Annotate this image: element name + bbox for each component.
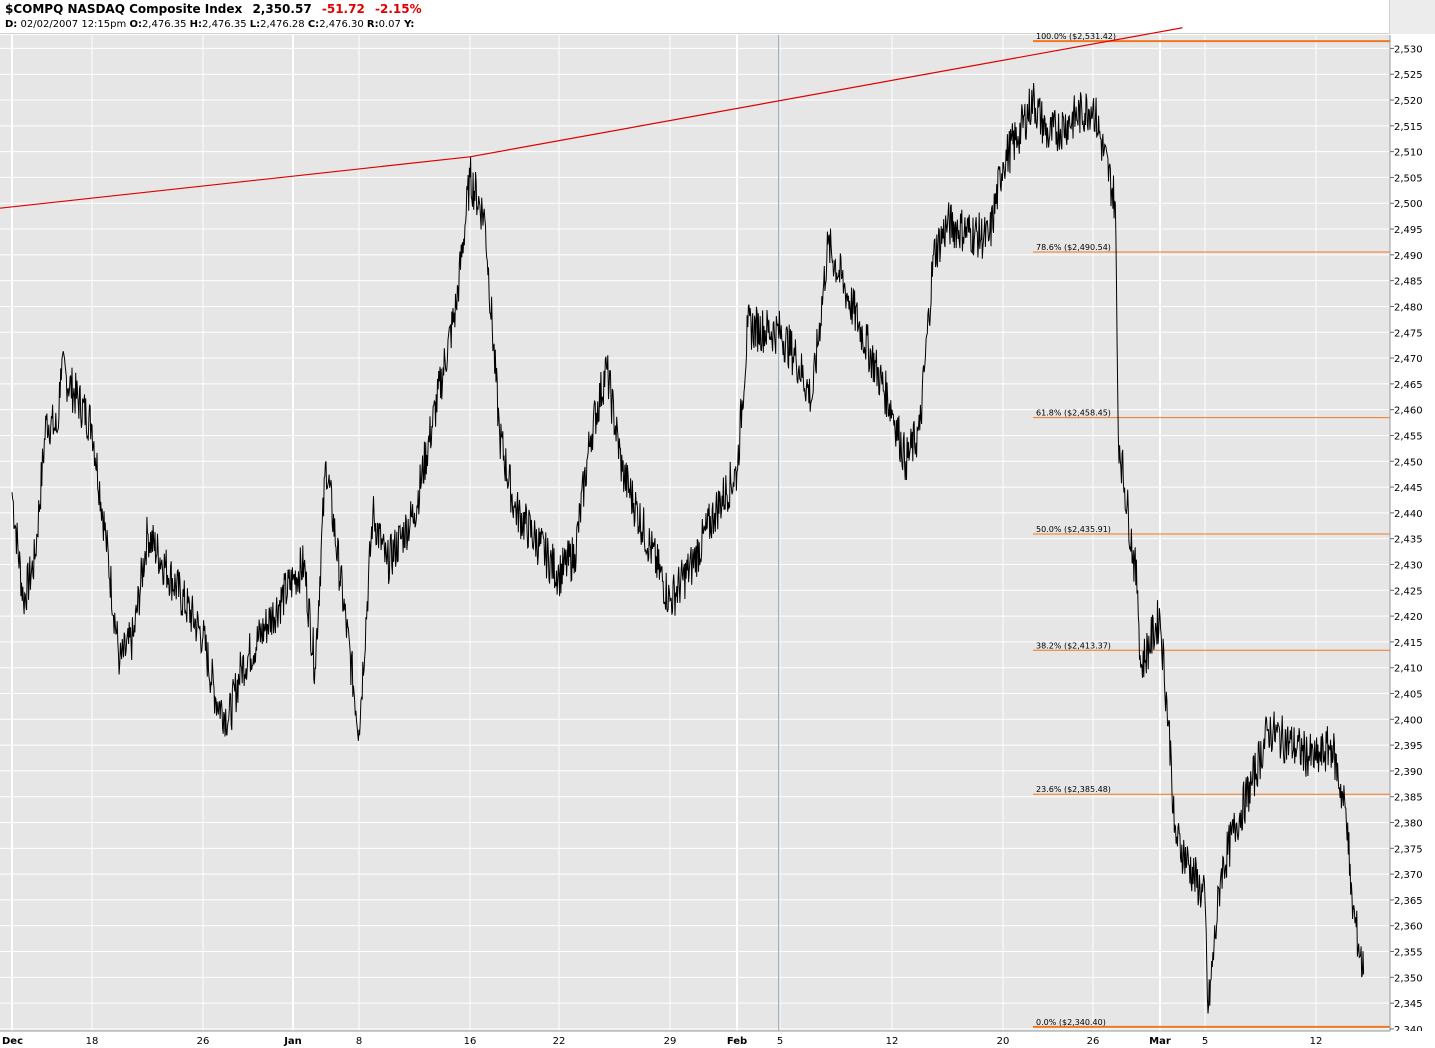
x-tick-label: Mar bbox=[1149, 1036, 1171, 1047]
y-axis: 2,340 2,345 2,350 2,355 2,360 2,365 2,370 2,375… bbox=[1389, 35, 1435, 1036]
y-tick-label: 2,475 bbox=[1394, 328, 1423, 339]
cursor-date: 02/02/2007 bbox=[20, 19, 79, 30]
x-tick-label: 8 bbox=[356, 1036, 362, 1047]
close-value: 2,476.30 bbox=[319, 19, 364, 30]
y-tick-label: 2,465 bbox=[1394, 380, 1423, 391]
fib-level-label: 23.6% ($2,385.48) bbox=[1036, 785, 1111, 794]
y-tick-label: 2,410 bbox=[1394, 664, 1423, 675]
fib-level-label: 38.2% ($2,413.37) bbox=[1036, 641, 1111, 650]
y-tick-label: 2,525 bbox=[1394, 70, 1423, 81]
x-tick-label: 5 bbox=[777, 1036, 783, 1047]
x-tick-label: Jan bbox=[283, 1036, 302, 1047]
plot-area[interactable] bbox=[0, 35, 1390, 1031]
range-label: R: bbox=[366, 19, 379, 30]
price-line bbox=[11, 82, 1365, 1014]
x-tick-label: 29 bbox=[664, 1036, 677, 1047]
cursor-time: 12:15pm bbox=[81, 19, 127, 30]
y-axis-strip bbox=[1390, 35, 1435, 1031]
fib-level-label: 50.0% ($2,435.91) bbox=[1036, 525, 1111, 534]
y-tick-label: 2,370 bbox=[1394, 870, 1423, 881]
y-tick-label: 2,490 bbox=[1394, 251, 1423, 262]
y-tick-label: 2,355 bbox=[1394, 948, 1423, 959]
y-tick-label: 2,375 bbox=[1394, 844, 1423, 855]
y-tick-label: 2,520 bbox=[1394, 96, 1423, 107]
symbol: $COMPQ bbox=[5, 2, 64, 16]
y-tick-label: 2,485 bbox=[1394, 277, 1423, 288]
y-tick-label: 2,350 bbox=[1394, 973, 1423, 984]
y-tick-label: 2,425 bbox=[1394, 586, 1423, 597]
y-tick-label: 2,510 bbox=[1394, 148, 1423, 159]
y-tick-label: 2,445 bbox=[1394, 483, 1423, 494]
y-tick-label: 2,390 bbox=[1394, 767, 1423, 778]
y-tick-label: 2,400 bbox=[1394, 715, 1423, 726]
fib-level-label: 61.8% ($2,458.45) bbox=[1036, 409, 1111, 418]
index-name: NASDAQ Composite Index bbox=[67, 2, 243, 16]
high-value: 2,476.35 bbox=[202, 19, 247, 30]
open-label: O: bbox=[129, 19, 142, 30]
x-tick-label: 16 bbox=[464, 1036, 477, 1047]
y-tick-label: 2,470 bbox=[1394, 354, 1423, 365]
price-series bbox=[11, 82, 1365, 1014]
price-change: -51.72 bbox=[321, 2, 365, 16]
x-tick-label: Dec bbox=[2, 1036, 23, 1047]
y-tick-label: 2,380 bbox=[1394, 819, 1423, 830]
y-tick-label: 2,440 bbox=[1394, 509, 1423, 520]
chart-header: $COMPQ NASDAQ Composite Index 2,350.57 -… bbox=[0, 0, 1435, 34]
y-tick-label: 2,505 bbox=[1394, 173, 1423, 184]
y-tick-label: 2,415 bbox=[1394, 638, 1423, 649]
x-tick-label: 26 bbox=[197, 1036, 210, 1047]
header-title-line: $COMPQ NASDAQ Composite Index 2,350.57 -… bbox=[5, 2, 422, 16]
x-tick-label: 12 bbox=[886, 1036, 899, 1047]
grid bbox=[0, 35, 1390, 1031]
x-axis-strip bbox=[0, 1031, 1435, 1048]
header-corner bbox=[1389, 0, 1435, 34]
x-tick-label: 22 bbox=[553, 1036, 566, 1047]
last-price: 2,350.57 bbox=[252, 2, 312, 16]
close-label: C: bbox=[307, 19, 320, 30]
y-tick-label: 2,395 bbox=[1394, 741, 1423, 752]
y-tick-label: 2,495 bbox=[1394, 225, 1423, 236]
y-tick-label: 2,530 bbox=[1394, 44, 1423, 55]
y-tick-label: 2,500 bbox=[1394, 199, 1423, 210]
y-tick-label: 2,345 bbox=[1394, 999, 1423, 1010]
fib-level-label: 100.0% ($2,531.42) bbox=[1036, 32, 1116, 41]
trendline bbox=[0, 27, 1183, 209]
date-label: D: bbox=[5, 19, 18, 30]
y-tick-label: 2,435 bbox=[1394, 535, 1423, 546]
header-ohlc-line: D: 02/02/2007 12:15pm O:2,476.35 H:2,476… bbox=[5, 19, 414, 30]
y-tick-label: 2,340 bbox=[1394, 1025, 1423, 1036]
low-label: L: bbox=[249, 19, 261, 30]
y-label: Y: bbox=[404, 19, 415, 30]
high-label: H: bbox=[189, 19, 203, 30]
fib-level-label: 78.6% ($2,490.54) bbox=[1036, 243, 1111, 252]
low-value: 2,476.28 bbox=[260, 19, 305, 30]
y-tick-label: 2,405 bbox=[1394, 689, 1423, 700]
y-tick-label: 2,515 bbox=[1394, 122, 1423, 133]
x-tick-label: 5 bbox=[1202, 1036, 1208, 1047]
y-tick-label: 2,360 bbox=[1394, 922, 1423, 933]
y-tick-label: 2,480 bbox=[1394, 302, 1423, 313]
x-tick-label: Feb bbox=[727, 1036, 747, 1047]
x-tick-label: 26 bbox=[1087, 1036, 1100, 1047]
x-tick-label: 20 bbox=[997, 1036, 1010, 1047]
y-tick-label: 2,365 bbox=[1394, 896, 1423, 907]
fibonacci-retracement: 100.0% ($2,531.42) 78.6% ($2,490.54) 61.8%… bbox=[1033, 32, 1390, 1028]
y-tick-label: 2,420 bbox=[1394, 612, 1423, 623]
fib-level-label: 0.0% ($2,340.40) bbox=[1036, 1018, 1106, 1027]
y-tick-label: 2,450 bbox=[1394, 457, 1423, 468]
y-tick-label: 2,460 bbox=[1394, 406, 1423, 417]
y-tick-label: 2,455 bbox=[1394, 431, 1423, 442]
trendline-path bbox=[0, 27, 1183, 209]
y-tick-label: 2,385 bbox=[1394, 793, 1423, 804]
price-change-percent: -2.15% bbox=[374, 2, 422, 16]
open-value: 2,476.35 bbox=[141, 19, 187, 30]
y-tick-label: 2,430 bbox=[1394, 560, 1423, 571]
x-axis: Dec 18 26 Jan 8 16 22 29 Feb 5 12 20 26 Mar 5 12 bbox=[0, 1030, 1435, 1048]
x-tick-label: 18 bbox=[86, 1036, 99, 1047]
x-tick-label: 12 bbox=[1310, 1036, 1323, 1047]
range-value: 0.07 bbox=[378, 19, 401, 30]
